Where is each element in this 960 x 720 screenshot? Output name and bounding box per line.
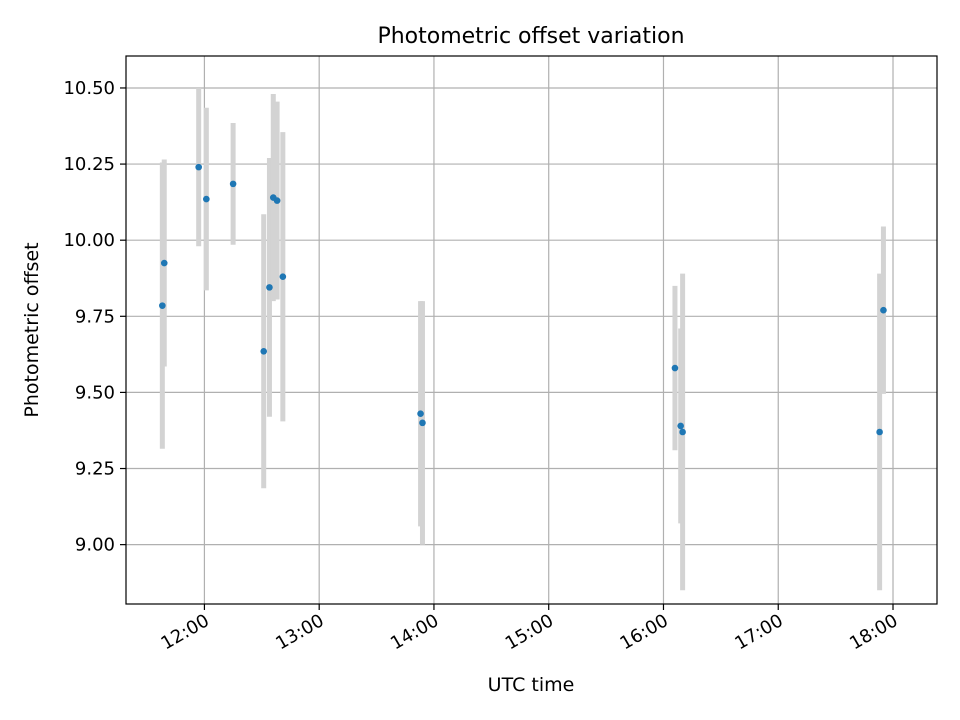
data-point xyxy=(679,428,686,436)
data-point xyxy=(266,284,273,291)
data-point xyxy=(671,364,679,372)
data-points xyxy=(159,163,887,436)
x-axis-label: UTC time xyxy=(488,674,575,696)
data-point xyxy=(419,419,426,427)
data-point xyxy=(160,259,168,267)
chart-title: Photometric offset variation xyxy=(377,24,684,49)
y-tick-label: 9.50 xyxy=(75,382,115,403)
y-tick-label: 9.75 xyxy=(75,306,115,327)
y-tick-label: 9.25 xyxy=(75,459,115,480)
y-tick-label: 10.50 xyxy=(63,78,115,99)
data-point xyxy=(195,163,202,171)
data-point xyxy=(279,273,287,281)
grid xyxy=(126,56,937,604)
y-axis-label: Photometric offset xyxy=(21,242,43,417)
data-point xyxy=(677,422,684,430)
data-point xyxy=(203,195,210,203)
y-tick-label: 10.00 xyxy=(63,230,115,251)
data-point xyxy=(880,306,887,314)
data-point xyxy=(876,428,883,436)
data-point xyxy=(273,197,281,204)
data-point xyxy=(417,410,424,418)
data-point xyxy=(260,348,268,355)
y-tick-label: 9.00 xyxy=(75,535,115,556)
y-axis-ticks: 9.00 9.25 9.50 9.75 10.00 10.25 10.50 xyxy=(63,78,126,556)
data-point xyxy=(229,180,237,188)
y-tick-label: 10.25 xyxy=(63,154,115,175)
data-point xyxy=(159,302,166,309)
plot-frame xyxy=(125,55,938,605)
